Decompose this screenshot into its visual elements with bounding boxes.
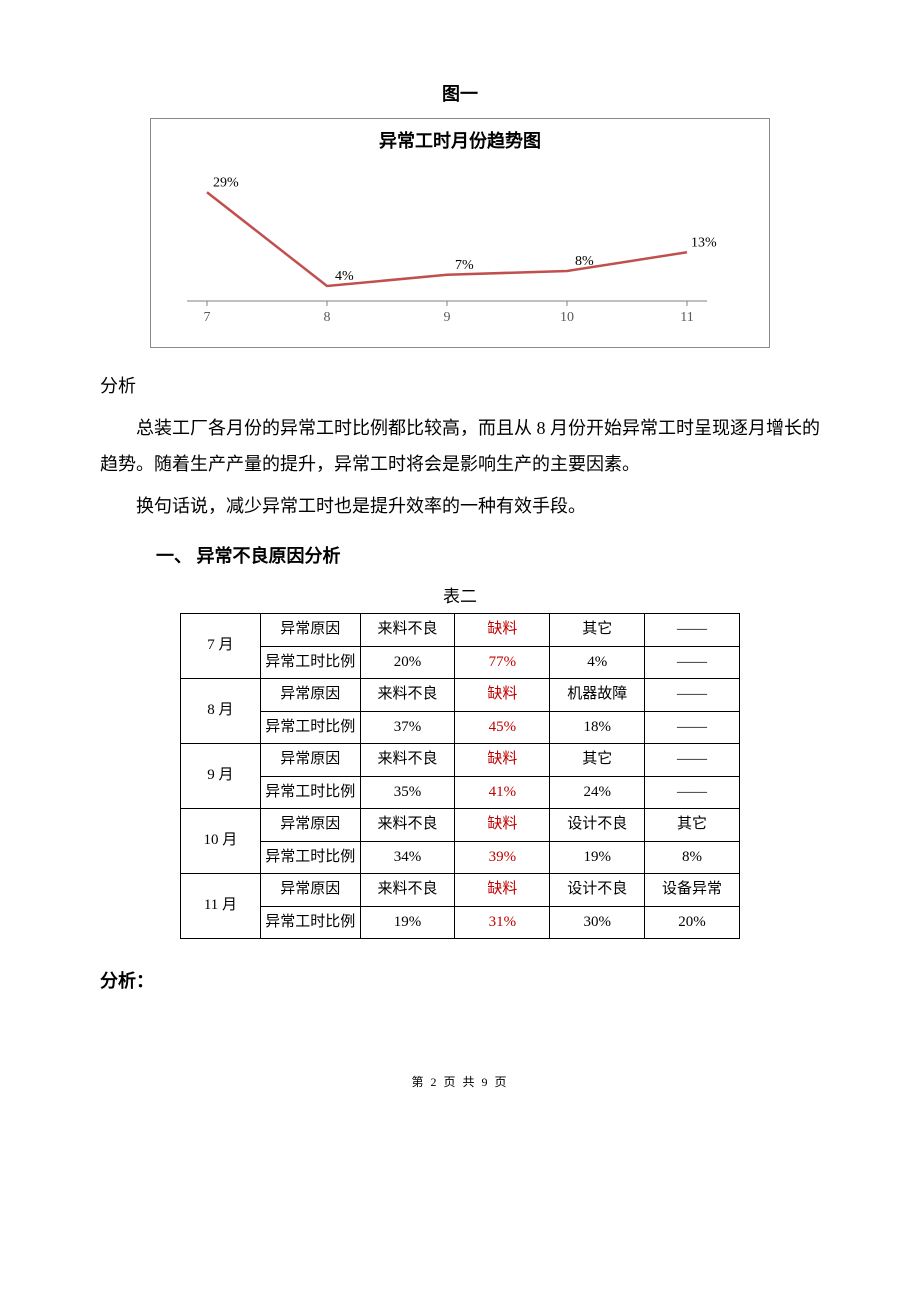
data-label: 13% <box>691 235 717 250</box>
cause-row-label: 异常原因 <box>260 874 360 907</box>
ratio-cell: 39% <box>455 841 550 874</box>
x-axis-label: 10 <box>560 310 574 325</box>
cause-cell: 其它 <box>550 614 645 647</box>
cause-cell: 其它 <box>550 744 645 777</box>
ratio-cell: 8% <box>645 841 740 874</box>
cause-cell: —— <box>645 614 740 647</box>
page-footer: 第 2 页 共 9 页 <box>100 1073 820 1090</box>
cause-cell: 设计不良 <box>550 874 645 907</box>
x-axis-label: 9 <box>444 310 451 325</box>
data-label: 4% <box>335 269 354 284</box>
ratio-row-label: 异常工时比例 <box>260 711 360 744</box>
month-cell: 7 月 <box>181 614 261 679</box>
analysis-label-2: 分析： <box>100 967 820 993</box>
paragraph-2: 换句话说，减少异常工时也是提升效率的一种有效手段。 <box>100 488 820 524</box>
cause-cell: 其它 <box>645 809 740 842</box>
ratio-row-label: 异常工时比例 <box>260 776 360 809</box>
figure-1-label: 图一 <box>100 80 820 106</box>
section-heading-1: 一、 异常不良原因分析 <box>156 542 820 568</box>
ratio-cell: 30% <box>550 906 645 939</box>
trend-line-chart: 7 8 9 10 11 29% 4% 7% 8% 13% <box>167 161 727 331</box>
cause-cell: —— <box>645 744 740 777</box>
x-axis-label: 8 <box>324 310 331 325</box>
cause-cell: 缺料 <box>455 614 550 647</box>
month-cell: 10 月 <box>181 809 261 874</box>
ratio-cell: 20% <box>360 646 455 679</box>
ratio-cell: —— <box>645 776 740 809</box>
data-label: 7% <box>455 258 474 273</box>
ratio-cell: —— <box>645 711 740 744</box>
cause-cell: —— <box>645 679 740 712</box>
month-cell: 9 月 <box>181 744 261 809</box>
ratio-cell: 18% <box>550 711 645 744</box>
cause-cell: 缺料 <box>455 679 550 712</box>
ratio-cell: 45% <box>455 711 550 744</box>
chart-title: 异常工时月份趋势图 <box>167 127 753 153</box>
cause-cell: 缺料 <box>455 874 550 907</box>
ratio-cell: 35% <box>360 776 455 809</box>
analysis-label-1: 分析 <box>100 372 820 398</box>
paragraph-1: 总装工厂各月份的异常工时比例都比较高，而且从 8 月份开始异常工时呈现逐月增长的… <box>100 410 820 482</box>
cause-cell: 来料不良 <box>360 874 455 907</box>
ratio-cell: 37% <box>360 711 455 744</box>
ratio-cell: 41% <box>455 776 550 809</box>
cause-cell: 来料不良 <box>360 744 455 777</box>
month-cell: 8 月 <box>181 679 261 744</box>
ratio-cell: 24% <box>550 776 645 809</box>
cause-cell: 来料不良 <box>360 614 455 647</box>
ratio-cell: 20% <box>645 906 740 939</box>
trend-line <box>207 192 687 286</box>
cause-row-label: 异常原因 <box>260 679 360 712</box>
chart-box: 异常工时月份趋势图 7 8 9 10 11 29% 4% 7% 8% 13% <box>150 118 770 348</box>
ratio-row-label: 异常工时比例 <box>260 906 360 939</box>
month-cell: 11 月 <box>181 874 261 939</box>
ratio-cell: 77% <box>455 646 550 679</box>
ratio-cell: 19% <box>550 841 645 874</box>
chart-wrapper: 异常工时月份趋势图 7 8 9 10 11 29% 4% 7% 8% 13% <box>150 118 770 348</box>
ratio-cell: 4% <box>550 646 645 679</box>
data-label: 29% <box>213 175 239 190</box>
ratio-row-label: 异常工时比例 <box>260 841 360 874</box>
ratio-cell: 19% <box>360 906 455 939</box>
cause-cell: 来料不良 <box>360 809 455 842</box>
cause-cell: 设计不良 <box>550 809 645 842</box>
ratio-cell: 34% <box>360 841 455 874</box>
x-axis-label: 7 <box>204 310 211 325</box>
cause-cell: 来料不良 <box>360 679 455 712</box>
data-label: 8% <box>575 254 594 269</box>
table-2-label: 表二 <box>100 582 820 607</box>
cause-row-label: 异常原因 <box>260 809 360 842</box>
cause-analysis-table: 7 月异常原因来料不良缺料其它——异常工时比例20%77%4%——8 月异常原因… <box>180 613 740 939</box>
cause-cell: 设备异常 <box>645 874 740 907</box>
cause-row-label: 异常原因 <box>260 744 360 777</box>
cause-cell: 缺料 <box>455 744 550 777</box>
ratio-cell: 31% <box>455 906 550 939</box>
cause-cell: 机器故障 <box>550 679 645 712</box>
ratio-cell: —— <box>645 646 740 679</box>
cause-cell: 缺料 <box>455 809 550 842</box>
cause-row-label: 异常原因 <box>260 614 360 647</box>
x-axis-label: 11 <box>680 310 693 325</box>
ratio-row-label: 异常工时比例 <box>260 646 360 679</box>
